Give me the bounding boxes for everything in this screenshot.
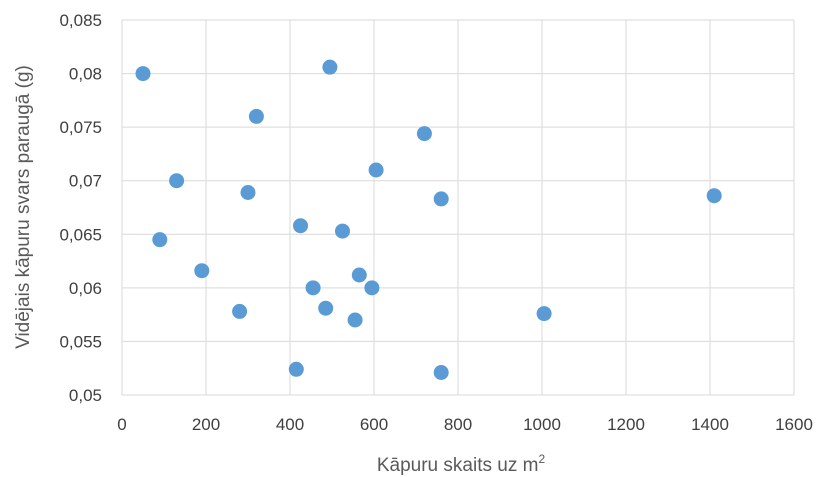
- y-axis-title: Vidējais kāpuru svars paraugā (g): [13, 65, 34, 349]
- data-point: [305, 280, 321, 296]
- x-tick-label: 1200: [607, 415, 645, 434]
- y-tick-label: 0,065: [59, 225, 102, 244]
- x-axis-title: Kāpuru skaits uz m2: [377, 452, 546, 476]
- y-tick-label: 0,055: [59, 332, 102, 351]
- data-point: [169, 173, 185, 189]
- x-gridlines: [121, 20, 795, 395]
- data-point: [318, 300, 334, 316]
- x-axis-title-superscript: 2: [538, 452, 545, 466]
- x-tick-label: 1000: [523, 415, 561, 434]
- data-point: [135, 66, 151, 82]
- y-gridlines: [122, 19, 794, 396]
- y-tick-label: 0,085: [59, 11, 102, 30]
- x-tick-label: 200: [192, 415, 220, 434]
- data-point: [536, 306, 552, 322]
- data-point: [248, 108, 264, 124]
- y-tick-label: 0,07: [69, 172, 102, 191]
- data-point: [288, 361, 304, 377]
- data-point: [433, 365, 449, 380]
- data-point: [322, 59, 338, 75]
- data-point: [194, 263, 210, 279]
- data-point: [351, 267, 367, 283]
- x-tick-label: 600: [360, 415, 388, 434]
- data-point: [335, 223, 350, 239]
- x-tick-label: 800: [444, 415, 472, 434]
- data-point: [152, 232, 168, 248]
- data-point: [293, 218, 308, 234]
- y-tick-label: 0,08: [69, 65, 102, 84]
- y-tick-label: 0,06: [69, 279, 102, 298]
- y-tick-labels: 0,05 0,055 0,06 0,065 0,07 0,075 0,08 0,085: [59, 11, 102, 405]
- y-tick-label: 0,075: [59, 118, 102, 137]
- data-point: [433, 191, 449, 207]
- data-point: [368, 162, 384, 178]
- x-axis-title-text: Kāpuru skaits uz m: [377, 455, 539, 476]
- data-point: [347, 312, 363, 328]
- data-point: [364, 280, 380, 296]
- x-tick-label: 0: [117, 415, 126, 434]
- data-points: [135, 59, 722, 380]
- data-point: [240, 185, 256, 200]
- y-tick-label: 0,05: [69, 386, 102, 405]
- x-tick-label: 1600: [775, 415, 813, 434]
- x-tick-label: 1400: [691, 415, 729, 434]
- data-point: [416, 126, 432, 142]
- x-tick-label: 400: [276, 415, 304, 434]
- data-point: [706, 188, 722, 204]
- data-point: [232, 303, 248, 319]
- x-tick-labels: 0 200 400 600 800 1000 1200 1400 1600: [117, 415, 813, 434]
